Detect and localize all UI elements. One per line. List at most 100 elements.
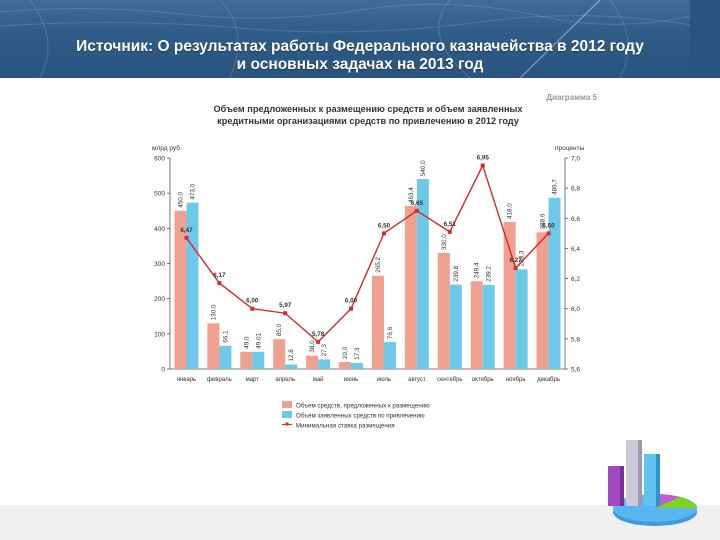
right-tick-label: 6,2 [571,276,580,283]
rate-point [184,235,189,240]
bar-requested-label: 66,1 [222,330,229,343]
bar-requested-label: 473,0 [189,183,196,199]
bar-offered [404,206,417,369]
rate-point [381,231,386,236]
x-tick-label: декабрь [537,377,560,383]
rate-point [480,163,485,168]
bar-requested-label: 283,3 [519,250,526,266]
rate-label: 6,50 [378,222,391,229]
bar-requested [186,202,199,369]
rate-label: 6,00 [345,298,358,305]
bar-requested-label: 17,3 [354,347,361,360]
x-tick-label: январь [177,377,196,383]
bar-requested-label: 27,3 [321,344,328,357]
x-tick-label: сентябрь [437,377,463,383]
legend-item-offered-label: Объем средств, предложенных к размещению [296,403,430,410]
bar-requested-label: 49,01 [255,333,262,349]
rate-label: 6,50 [542,222,555,229]
bar-requested-label: 486,7 [552,179,559,195]
title-banner: Источник: О результатах работы Федеральн… [0,0,720,78]
left-tick-label: 400 [154,226,165,233]
bar-offered-label: 130,0 [210,304,217,320]
bar-requested [548,197,561,369]
bar-requested [515,269,528,369]
rate-label: 6,00 [246,298,259,305]
rate-point [217,281,222,286]
right-tick-label: 5,8 [571,336,580,343]
x-tick-label: октябрь [472,377,494,383]
bar-offered-label: 265,2 [375,256,382,272]
rate-point [250,306,255,311]
slide-title-line-1: Источник: О результатах работы Федеральн… [76,38,644,55]
bar-requested [449,284,462,369]
bar-requested-label: 239,2 [486,266,493,282]
bar-offered [437,252,450,369]
right-tick-label: 6,0 [571,306,580,313]
x-tick-label: август [408,377,426,383]
bar-offered-label: 20,0 [342,346,349,359]
left-tick-label: 600 [154,156,165,163]
bar-offered [207,323,220,369]
bar-offered [371,275,384,369]
bar-requested [351,362,364,369]
legend-item-requested-label: Объем заявленных средств по привлечению [296,413,425,420]
bar-offered-label: 38,0 [309,340,316,353]
chart-title-line-1: Объем предложенных к размещению средств … [214,104,524,114]
rate-line [185,163,550,343]
bar-offered [503,222,516,369]
right-tick-label: 5,6 [571,367,580,374]
bar-offered-label: 249,4 [474,262,481,278]
rate-label: 6,47 [180,227,193,234]
rate-label: 6,51 [444,221,457,228]
rate-point [316,339,321,344]
chart-title-line-2: кредитными организациями средств по прив… [217,116,520,126]
bar-requested-label: 12,8 [288,349,295,362]
rate-label: 6,27 [509,257,522,264]
rate-label: 6,95 [477,155,490,162]
footer-bar [0,505,720,540]
left-tick-label: 300 [154,261,165,268]
bar-offered [536,232,549,369]
bar-requested [482,284,495,369]
bar-requested [318,359,331,369]
corner-logo [690,0,720,78]
bar-requested [383,342,396,369]
bar-offered [273,339,286,369]
map-texture [0,0,720,78]
right-axis-label: проценты [555,145,585,152]
left-tick-label: 200 [154,296,165,303]
bar-requested [285,364,298,369]
bar-offered [174,210,187,369]
bar-offered-label: 330,0 [441,234,448,250]
bar-offered-label: 463,4 [408,187,415,203]
bar-offered [339,361,352,369]
right-tick-label: 6,4 [571,246,580,253]
bar-offered-label: 450,0 [177,191,184,207]
slide-title-line-2: и основных задачах на 2013 год [236,56,484,73]
rate-point [414,208,419,213]
bar-offered [240,351,253,369]
rate-point [546,231,551,236]
bar-offered-label: 49,0 [243,336,250,349]
rate-label: 6,17 [213,272,226,279]
x-tick-label: март [246,377,260,383]
chart-svg: Диаграмма 5 Объем предложенных к размеще… [152,93,598,430]
x-tick-label: июль [377,377,391,383]
bar-requested [219,345,232,369]
rate-point [349,306,354,311]
right-tick-label: 6,8 [571,186,580,193]
left-tick-label: 100 [154,331,165,338]
x-tick-label: апрель [275,377,295,383]
bar-requested-label: 239,8 [453,265,460,281]
right-tick-label: 7,0 [571,156,580,163]
bar-offered-label: 418,0 [507,203,514,219]
diagram-label: Диаграмма 5 [546,93,597,102]
right-tick-label: 6,6 [571,216,580,223]
bar-requested [252,351,265,369]
bar-offered-label: 388,6 [540,213,547,229]
x-tick-label: февраль [207,377,232,383]
left-axis-label: млрд руб. [152,144,182,152]
bar-offered [306,355,319,369]
rate-label: 5,78 [312,331,325,338]
3d-chart-icon [608,440,697,526]
